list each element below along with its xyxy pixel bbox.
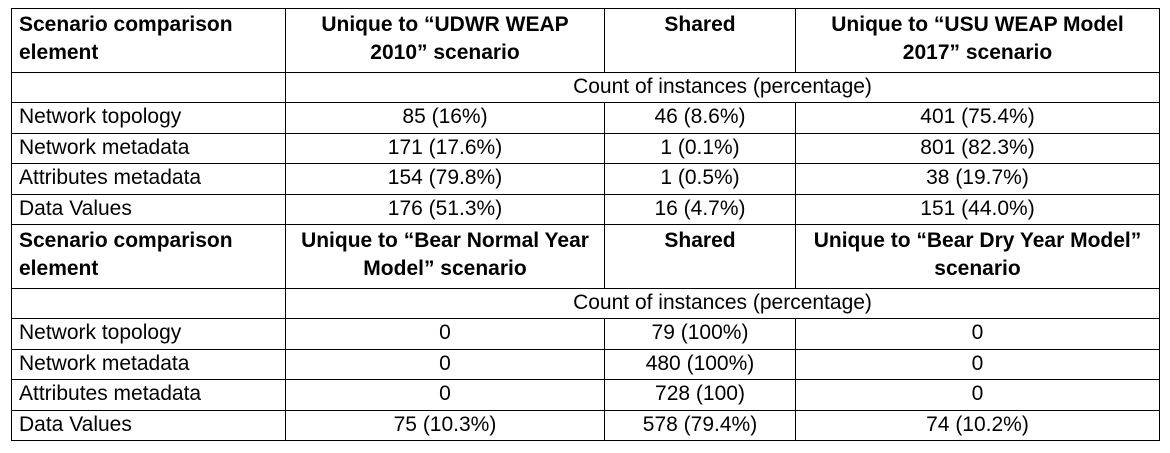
cell-shared: 79 (100%) [604,318,796,350]
cell-unique-b: 151 (44.0%) [795,193,1160,225]
cell-unique-a: 85 (16%) [285,102,605,134]
header-unique-b: Unique to “USU WEAP Model 2017” scenario [795,8,1160,73]
subheader-row: Count of instances (percentage) [11,288,1160,319]
cell-shared: 480 (100%) [604,348,796,380]
cell-unique-b: 0 [795,379,1160,411]
row-label: Attributes metadata [11,163,286,195]
table-row: Data Values 176 (51.3%) 16 (4.7%) 151 (4… [11,193,1160,225]
subheader-row: Count of instances (percentage) [11,72,1160,103]
table-row: Network topology 0 79 (100%) 0 [11,318,1160,350]
table-row: Data Values 75 (10.3%) 578 (79.4%) 74 (1… [11,409,1160,441]
row-label: Network metadata [11,132,286,164]
cell-unique-b: 401 (75.4%) [795,102,1160,134]
cell-shared: 578 (79.4%) [604,409,796,441]
cell-unique-b: 0 [795,318,1160,350]
header-element: Scenario comparison element [11,224,286,289]
cell-unique-b: 801 (82.3%) [795,132,1160,164]
subheader-empty-cell [11,72,286,103]
cell-unique-a: 171 (17.6%) [285,132,605,164]
row-label: Data Values [11,409,286,441]
table-header-row: Scenario comparison element Unique to “U… [11,8,1160,73]
subheader-count: Count of instances (percentage) [285,72,1160,103]
header-shared: Shared [604,8,796,73]
cell-unique-a: 0 [285,348,605,380]
header-shared: Shared [604,224,796,289]
table-row: Network topology 85 (16%) 46 (8.6%) 401 … [11,102,1160,134]
header-element: Scenario comparison element [11,8,286,73]
cell-shared: 1 (0.1%) [604,132,796,164]
cell-shared: 16 (4.7%) [604,193,796,225]
cell-shared: 1 (0.5%) [604,163,796,195]
subheader-count: Count of instances (percentage) [285,288,1160,319]
table-row: Network metadata 0 480 (100%) 0 [11,348,1160,380]
row-label: Data Values [11,193,286,225]
subheader-empty-cell [11,288,286,319]
cell-shared: 46 (8.6%) [604,102,796,134]
cell-unique-b: 0 [795,348,1160,380]
cell-unique-a: 0 [285,318,605,350]
cell-unique-b: 74 (10.2%) [795,409,1160,441]
cell-unique-b: 38 (19.7%) [795,163,1160,195]
row-label: Network topology [11,318,286,350]
table-row: Attributes metadata 0 728 (100) 0 [11,379,1160,411]
cell-unique-a: 75 (10.3%) [285,409,605,441]
row-label: Attributes metadata [11,379,286,411]
row-label: Network topology [11,102,286,134]
row-label: Network metadata [11,348,286,380]
table-row: Attributes metadata 154 (79.8%) 1 (0.5%)… [11,163,1160,195]
cell-shared: 728 (100) [604,379,796,411]
cell-unique-a: 154 (79.8%) [285,163,605,195]
cell-unique-a: 176 (51.3%) [285,193,605,225]
cell-unique-a: 0 [285,379,605,411]
header-unique-b: Unique to “Bear Dry Year Model” scenario [795,224,1160,289]
header-unique-a: Unique to “Bear Normal Year Model” scena… [285,224,605,289]
table-row: Network metadata 171 (17.6%) 1 (0.1%) 80… [11,132,1160,164]
header-unique-a: Unique to “UDWR WEAP 2010” scenario [285,8,605,73]
table-header-row: Scenario comparison element Unique to “B… [11,224,1160,289]
scenario-comparison-table: Scenario comparison element Unique to “U… [11,8,1160,441]
